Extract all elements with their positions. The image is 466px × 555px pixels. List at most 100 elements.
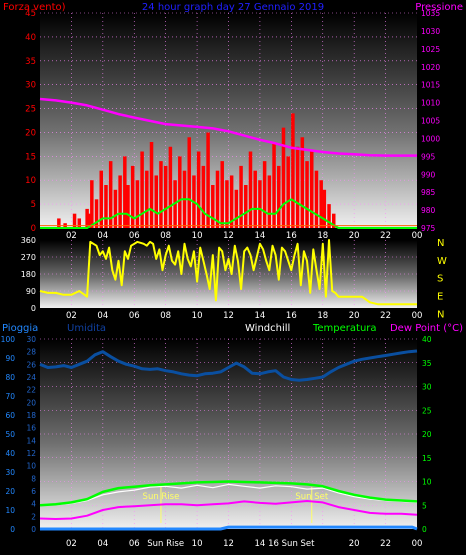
x-tick-label: 16: [286, 311, 297, 321]
temperature-humidity-marks: Sun Rise Sun Set: [39, 349, 418, 531]
wind-axis-tick: 10: [25, 176, 36, 186]
humidity-axis-tick: 14: [26, 436, 36, 445]
rain-axis-tick: 30: [5, 468, 15, 477]
x-tick-label: 16: [286, 231, 297, 241]
temperature-axis-tick: 20: [422, 430, 432, 439]
dewpoint-line: [39, 500, 418, 520]
wind-axis-tick: 40: [25, 33, 36, 43]
temperature-humidity-panel: Sun Rise Sun Set 010203040506070809010002…: [1, 335, 432, 549]
temperature-axis-tick: 30: [422, 383, 432, 392]
compass-label: S: [437, 274, 443, 285]
rain-axis-tick: 80: [5, 373, 15, 382]
rain-axis-tick: 100: [1, 335, 16, 344]
x-tick-label: 00: [412, 539, 423, 549]
wind-pressure-panel: 0510152025303540459759809859909951000100…: [25, 9, 440, 241]
pressure-axis-title: Pressione: [415, 2, 463, 13]
x-tick-label: 20: [349, 539, 360, 549]
windchill-line: [39, 483, 418, 506]
x-tick-label: 04: [97, 231, 108, 241]
wind-axis-tick: 30: [25, 81, 36, 91]
x-tick-label: 14: [255, 539, 266, 549]
x-tick-label: 22: [380, 231, 391, 241]
x-tick-label: 10: [192, 231, 203, 241]
temperature-axis-tick: 10: [422, 478, 432, 487]
humidity-line: [39, 349, 418, 382]
x-tick-label: 02: [66, 231, 77, 241]
humidity-axis-tick: 4: [31, 500, 36, 509]
humidity-axis-tick: 6: [31, 487, 36, 496]
x-tick-label: 10: [192, 539, 203, 549]
wind-average-line: [40, 198, 417, 229]
humidity-axis-tick: 16: [26, 424, 36, 433]
direction-axis-tick: 180: [21, 270, 36, 279]
direction-axis-tick: 270: [21, 253, 36, 262]
dewpoint-legend: Dew Point (°C): [390, 323, 463, 334]
temperature-humidity-axes: 0102030405060708090100024681012141618202…: [1, 335, 432, 549]
pressure-axis-tick: 995: [421, 152, 436, 161]
pressure-axis-tick: 1000: [421, 134, 440, 143]
x-tick-label: 06: [129, 231, 140, 241]
humidity-axis-tick: 26: [26, 360, 36, 369]
x-tick-label: 20: [349, 311, 360, 321]
x-tick-label: 10: [192, 311, 203, 321]
humidity-axis-tick: 24: [26, 373, 36, 382]
humidity-axis-tick: 8: [31, 474, 36, 483]
x-tick-label: 16 Sun Set: [268, 539, 315, 549]
wind-axis-tick: 15: [25, 152, 36, 162]
humidity-axis-tick: 10: [26, 462, 36, 471]
x-tick-label: 18: [317, 311, 328, 321]
rain-axis-tick: 70: [5, 392, 15, 401]
wind-pressure-marks: [39, 97, 417, 229]
humidity-axis-tick: 18: [26, 411, 36, 420]
windchill-legend: Windchill: [245, 323, 290, 334]
temperature-line: [39, 480, 418, 507]
temperature-axis-tick: 25: [422, 406, 432, 415]
rain-axis-tick: 20: [5, 487, 15, 496]
x-tick-label: 04: [97, 311, 108, 321]
humidity-axis-title: Umidita: [67, 323, 106, 334]
pressure-axis-tick: 990: [421, 170, 436, 179]
wind-axis-tick: 5: [31, 200, 36, 210]
pressure-axis-tick: 980: [421, 206, 436, 215]
direction-axis-tick: 0: [31, 304, 36, 313]
pressure-axis-tick: 1005: [421, 117, 440, 126]
chart-title: 24 hour graph day 27 Gennaio 2019: [142, 2, 324, 13]
x-tick-label: 04: [97, 539, 108, 549]
wind-axis-title: Forza vento): [3, 2, 66, 13]
x-tick-label: 00: [412, 311, 423, 321]
rain-axis-tick: 50: [5, 430, 15, 439]
temperature-axis-tick: 15: [422, 454, 432, 463]
compass-label: E: [437, 292, 443, 303]
pressure-axis-tick: 1010: [421, 99, 440, 108]
rain-axis-tick: 40: [5, 449, 15, 458]
pressure-axis-tick: 1025: [421, 45, 440, 54]
compass-label: W: [437, 256, 447, 267]
wind-direction-marks: [39, 239, 417, 306]
x-tick-label: 00: [412, 231, 423, 241]
sunrise-label: Sun Rise: [143, 492, 180, 502]
rain-axis-tick: 60: [5, 411, 15, 420]
rain-axis-tick: 10: [5, 506, 15, 515]
wind-axis-tick: 0: [31, 224, 36, 234]
sunset-label: Sun Set: [295, 492, 328, 502]
pressure-axis-tick: 985: [421, 188, 436, 197]
x-tick-label: 14: [255, 231, 266, 241]
pressure-axis-tick: 975: [421, 224, 436, 233]
humidity-axis-tick: 22: [26, 386, 36, 395]
direction-axis-tick: 90: [26, 287, 36, 296]
direction-axis-tick: 360: [21, 236, 36, 245]
x-tick-label: 20: [349, 231, 360, 241]
wind-axis-tick: 25: [25, 105, 36, 115]
pressure-axis-tick: 1035: [421, 9, 440, 18]
pressure-line: [39, 97, 417, 157]
temperature-axis-tick: 40: [422, 335, 432, 344]
x-tick-label: 12: [223, 539, 234, 549]
compass-label: N: [437, 238, 444, 249]
humidity-axis-tick: 0: [31, 525, 36, 534]
x-tick-label: Sun Rise: [147, 539, 184, 549]
wind-axis-tick: 20: [25, 128, 36, 138]
wind-direction-line: [39, 239, 417, 306]
humidity-axis-tick: 20: [26, 398, 36, 407]
